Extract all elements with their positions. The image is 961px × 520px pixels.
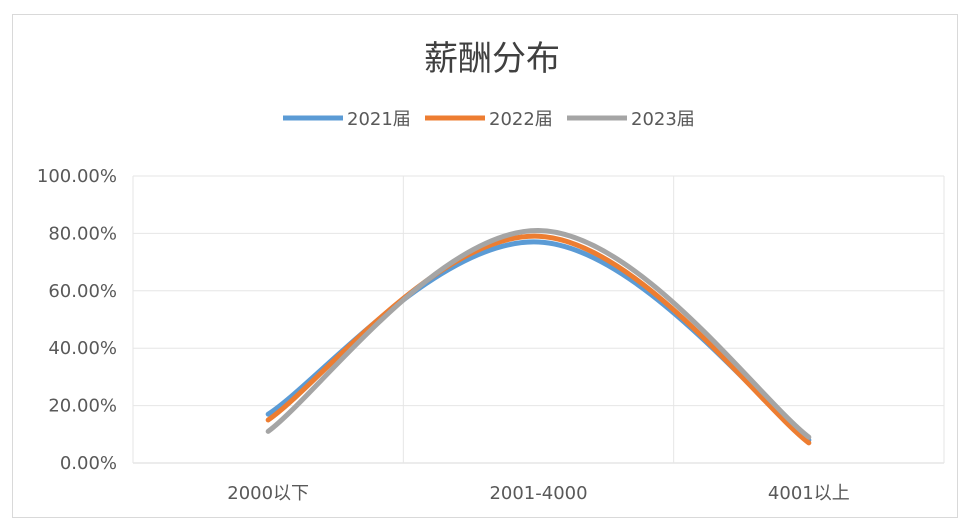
series-lines bbox=[265, 228, 812, 446]
y-tick-label: 20.00% bbox=[48, 396, 117, 417]
x-tick-label: 2001-4000 bbox=[489, 483, 587, 504]
series-line-2021届 bbox=[265, 239, 812, 443]
x-tick-label: 4001以上 bbox=[768, 483, 850, 504]
legend-label: 2022届 bbox=[489, 109, 553, 130]
gridlines bbox=[132, 175, 945, 464]
chart-title: 薪酬分布 bbox=[424, 39, 560, 79]
y-tick-label: 60.00% bbox=[48, 281, 117, 302]
legend: 2021届 2022届 2023届 bbox=[283, 109, 695, 130]
legend-label: 2021届 bbox=[347, 109, 411, 130]
x-tick-label: 2000以下 bbox=[227, 483, 309, 504]
y-axis: 0.00% 20.00% 40.00% 60.00% 80.00% 100.00% bbox=[37, 166, 117, 474]
y-tick-label: 0.00% bbox=[60, 453, 117, 474]
y-tick-label: 40.00% bbox=[48, 338, 117, 359]
y-tick-label: 100.00% bbox=[37, 166, 117, 187]
legend-label: 2023届 bbox=[631, 109, 695, 130]
series-line-2022届 bbox=[265, 233, 812, 446]
y-tick-label: 80.00% bbox=[48, 223, 117, 244]
series-line-2023届 bbox=[265, 228, 812, 440]
x-axis: 2000以下 2001-4000 4001以上 bbox=[227, 483, 849, 504]
